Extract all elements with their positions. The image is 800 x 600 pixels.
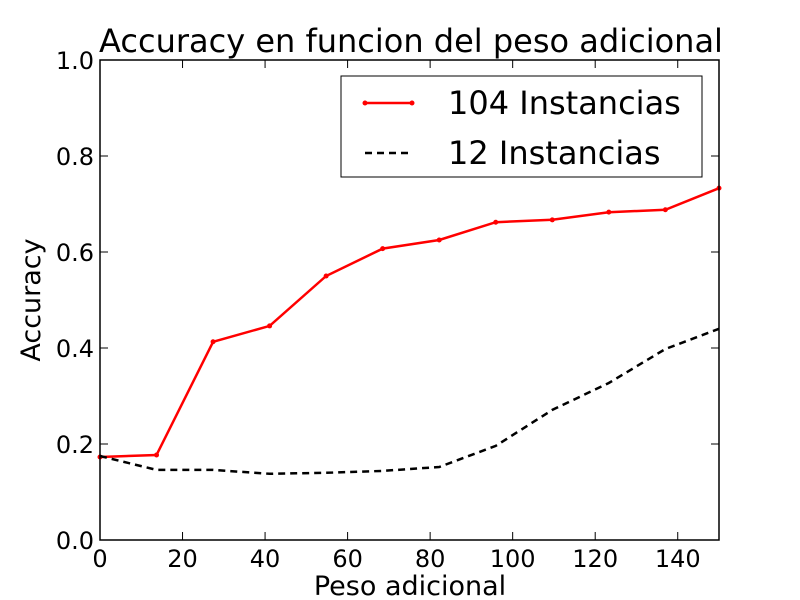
series-line-0 xyxy=(99,187,720,459)
legend-items: 104 Instancias 12 Instancias xyxy=(362,84,681,172)
x-tick-label: 80 xyxy=(415,545,446,573)
x-tick-label: 100 xyxy=(490,545,536,573)
plot-frame xyxy=(99,59,720,541)
x-tick-label: 0 xyxy=(92,545,107,573)
data-point xyxy=(549,217,555,223)
legend-marker xyxy=(409,100,415,106)
series-line-1 xyxy=(99,327,720,476)
legend-label-1: 12 Instancias xyxy=(448,134,660,172)
x-tick-label: 20 xyxy=(167,545,198,573)
y-tick-label: 0.6 xyxy=(56,239,94,267)
x-tick-label: 140 xyxy=(655,545,701,573)
legend-box xyxy=(340,75,703,178)
y-tick-label: 0.2 xyxy=(56,431,94,459)
y-tick-label: 0.4 xyxy=(56,335,94,363)
chart-title: Accuracy en funcion del peso adicional xyxy=(99,22,723,60)
x-axis-label: Peso adicional xyxy=(314,571,506,600)
legend-marker xyxy=(362,100,368,106)
series-layer xyxy=(97,185,722,476)
data-point xyxy=(380,246,386,252)
data-point xyxy=(154,452,160,458)
x-tick-label: 60 xyxy=(332,545,363,573)
data-point xyxy=(606,209,612,215)
data-point xyxy=(323,273,329,279)
y-tick-label: 0.0 xyxy=(56,527,94,555)
legend-label-0: 104 Instancias xyxy=(448,84,681,122)
y-tick-label: 1.0 xyxy=(56,47,94,75)
ticks-layer: 0 20 40 60 80 100 120 140 0.0 0.2 0.4 0.6 0.8 1.0 xyxy=(56,47,719,573)
data-point xyxy=(210,339,216,345)
x-tick-label: 120 xyxy=(572,545,618,573)
data-point xyxy=(662,207,668,213)
data-point xyxy=(267,323,273,329)
legend: 104 Instancias 12 Instancias xyxy=(340,75,703,178)
y-tick-label: 0.8 xyxy=(56,143,94,171)
y-axis-label: Accuracy xyxy=(16,238,47,361)
data-point xyxy=(493,219,499,225)
x-tick-label: 40 xyxy=(250,545,281,573)
data-point xyxy=(436,237,442,243)
